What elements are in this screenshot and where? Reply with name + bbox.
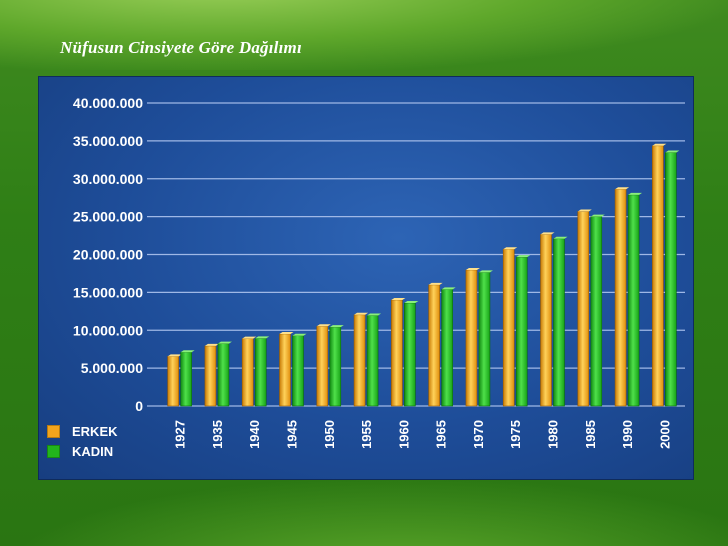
y-tick-label: 35.000.000 [73, 133, 143, 149]
slide-title: Nüfusun Cinsiyete Göre Dağılımı [60, 38, 302, 57]
bar-erkek [167, 356, 179, 407]
chart-panel: 0 5.000.000 10.000.000 15.000.000 20.000.000… [38, 76, 694, 480]
bar-top-kadin [180, 350, 195, 353]
y-tick-label: 15.000.000 [73, 284, 143, 300]
bar-erkek [316, 326, 329, 407]
x-tick-label: 1955 [359, 420, 374, 449]
bottom-decoration [0, 476, 728, 546]
bar-kadin [217, 343, 230, 407]
legend-swatch-kadin [47, 444, 60, 458]
bar-erkek [652, 145, 664, 407]
bar-erkek [577, 211, 590, 407]
bars [167, 143, 680, 407]
top-decoration [0, 0, 728, 70]
bar-erkek [614, 188, 627, 407]
bar-top-erkek [204, 343, 219, 346]
bar-kadin [590, 216, 603, 407]
bar-kadin [553, 238, 565, 407]
bar-top-erkek [503, 247, 518, 250]
bar-erkek [241, 338, 254, 407]
bar-top-erkek [167, 354, 182, 357]
y-tick-label: 30.000.000 [73, 171, 143, 187]
x-tick-label: 1950 [322, 420, 337, 449]
bar-kadin [254, 338, 267, 407]
bar-erkek [428, 284, 440, 407]
x-tick-label: 1975 [508, 420, 523, 449]
bar-top-erkek [279, 331, 294, 334]
bar-top-kadin [441, 287, 456, 290]
bar-top-kadin [404, 300, 419, 303]
bar-top-kadin [478, 270, 493, 273]
bar-erkek [465, 269, 478, 407]
bar-kadin [627, 194, 640, 407]
y-tick-label: 25.000.000 [73, 209, 143, 225]
legend-item-kadin: KADIN [47, 441, 118, 461]
bar-top-erkek [354, 312, 369, 315]
bar-kadin [366, 315, 379, 407]
bar-top-erkek [540, 232, 555, 235]
x-tick-label: 1965 [434, 420, 449, 449]
bar-kadin [329, 326, 342, 407]
bar-top-kadin [628, 192, 643, 195]
legend-label-kadin: KADIN [72, 443, 114, 459]
population-bar-chart: 0 5.000.000 10.000.000 15.000.000 20.000.000… [73, 95, 685, 449]
x-axis-ticks: 1927 1935 1940 1945 1950 1955 1960 1965 1970 1975… [173, 420, 673, 449]
bar-top-kadin [367, 313, 382, 316]
y-tick-label: 10.000.000 [73, 322, 143, 338]
bar-top-kadin [665, 150, 680, 153]
x-tick-label: 1927 [173, 420, 188, 449]
bar-kadin [180, 351, 192, 407]
bar-erkek [502, 248, 515, 407]
bar-top-erkek [428, 282, 443, 285]
x-tick-label: 1935 [210, 420, 225, 449]
bar-kadin [404, 302, 416, 407]
legend-swatch-erkek [47, 424, 60, 438]
bar-kadin [478, 272, 491, 407]
bar-top-erkek [316, 324, 331, 327]
bar-top-kadin [590, 214, 605, 217]
bar-top-erkek [615, 187, 630, 190]
x-tick-label: 1960 [396, 420, 411, 449]
x-tick-label: 1945 [285, 420, 300, 449]
bar-erkek [204, 345, 217, 407]
bar-erkek [279, 333, 291, 407]
legend-label-erkek: ERKEK [72, 423, 118, 439]
bar-kadin [441, 289, 453, 407]
gridlines [147, 102, 685, 407]
bar-top-kadin [516, 255, 531, 258]
y-tick-label: 40.000.000 [73, 95, 143, 111]
y-tick-label: 0 [135, 398, 143, 414]
legend-item-erkek: ERKEK [47, 421, 118, 441]
bar-kadin [515, 256, 528, 407]
x-tick-label: 1980 [546, 420, 561, 449]
bar-top-kadin [217, 341, 232, 344]
y-tick-label: 20.000.000 [73, 247, 143, 263]
legend: ERKEK KADIN [47, 421, 118, 461]
x-tick-label: 1990 [620, 420, 635, 449]
bar-kadin [665, 152, 677, 407]
y-tick-label: 5.000.000 [81, 360, 143, 376]
bar-top-kadin [553, 236, 568, 239]
bar-erkek [540, 234, 552, 407]
bar-erkek [391, 299, 403, 407]
y-axis-ticks: 0 5.000.000 10.000.000 15.000.000 20.000.000… [73, 95, 143, 414]
x-tick-label: 2000 [657, 420, 672, 449]
bar-kadin [292, 335, 304, 407]
bar-top-kadin [255, 336, 270, 339]
bar-top-erkek [391, 297, 406, 300]
bar-top-erkek [465, 267, 480, 270]
bar-erkek [353, 314, 366, 407]
bar-top-erkek [242, 336, 257, 339]
bar-top-erkek [652, 143, 667, 146]
bar-top-erkek [577, 209, 592, 212]
x-tick-label: 1985 [583, 420, 598, 449]
x-tick-label: 1970 [471, 420, 486, 449]
bar-top-kadin [329, 325, 344, 328]
x-tick-label: 1940 [247, 420, 262, 449]
bar-top-kadin [292, 333, 307, 336]
